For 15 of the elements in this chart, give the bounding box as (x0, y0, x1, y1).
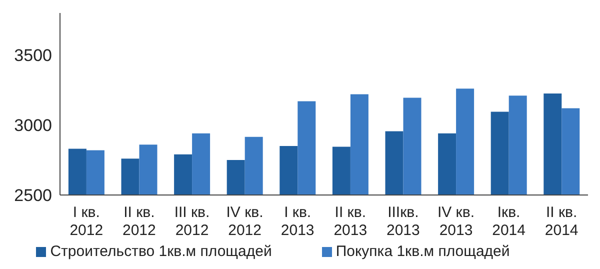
x-tick-label: II кв. 2012 (122, 204, 156, 239)
legend-label: Покупка 1кв.м площадей (336, 243, 510, 260)
y-tick-label: 3000 (14, 116, 52, 136)
x-tick-label: II кв. 2013 (334, 204, 368, 239)
y-tick-label: 2500 (14, 186, 52, 206)
x-tick-label: IV кв. 2013 (437, 204, 475, 239)
x-tick-label: I кв. 2013 (280, 204, 314, 239)
x-tick-label: IV кв. 2012 (226, 204, 264, 239)
x-tick-label: III кв. 2012 (174, 204, 210, 239)
x-tick-label: II кв. 2014 (544, 204, 578, 239)
x-tick-label: IIIкв. 2013 (386, 204, 420, 239)
legend-label: Строительство 1кв.м площадей (50, 243, 272, 260)
x-tick-label: I кв. 2012 (70, 204, 104, 239)
x-tick-label: Iкв. 2014 (492, 204, 526, 239)
y-tick-label: 3500 (14, 46, 52, 66)
